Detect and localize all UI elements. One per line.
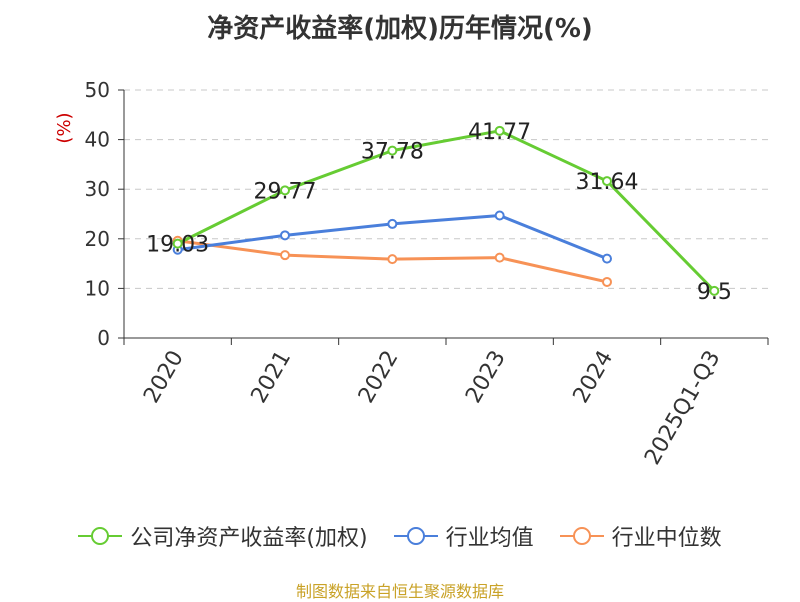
data-point-industry-avg [387,218,398,229]
data-point-industry-avg [494,210,505,221]
data-point-industry-avg [280,230,290,241]
legend-item-company[interactable]: 公司净资产收益率(加权) [78,520,368,552]
y-tick-label: 20 [85,227,110,251]
legend-marker-industry-avg [393,527,438,545]
x-tick-label: 2021 [247,347,297,408]
data-point-industry-median [494,252,505,263]
legend-item-industry-median[interactable]: 行业中位数 [559,520,722,552]
legend: 公司净资产收益率(加权) 行业均值 行业中位数 [0,520,800,552]
y-tick-label: 10 [85,276,110,300]
source-note: 制图数据来自恒生聚源数据库 [295,582,504,601]
data-point-industry-median [387,254,398,265]
data-point-company [494,125,505,136]
data-label: 31.64 [576,170,639,195]
data-label: 29.77 [254,179,317,204]
data-label: 37.78 [361,140,424,165]
chart-title: 净资产收益率(加权)历年情况(%) [207,14,593,44]
data-label: 41.77 [468,120,531,145]
data-point-company [172,238,183,249]
x-tick-label: 2024 [569,347,619,408]
y-tick-label: 50 [85,78,110,102]
data-point-company [387,145,398,156]
y-tick-label: 40 [85,128,110,152]
legend-label-industry-avg: 行业均值 [445,526,534,551]
legend-marker-industry-median [559,527,604,545]
data-point-company [280,185,290,196]
y-tick-label: 30 [85,177,110,201]
legend-label-industry-median: 行业中位数 [611,526,722,551]
x-tick-label: 2025Q1-Q3 [640,347,725,470]
x-tick-label: 2020 [139,347,189,408]
x-tick-label: 2022 [354,347,404,408]
data-point-industry-avg [602,253,612,264]
y-axis-label: (%) [54,112,75,143]
legend-marker-company [78,527,123,545]
data-label: 19.03 [146,233,209,258]
x-tick-label: 2023 [461,347,511,408]
data-point-company [602,176,612,187]
legend-label-company: 公司净资产收益率(加权) [130,526,368,551]
legend-item-industry-avg[interactable]: 行业均值 [393,520,534,552]
series-line-company [176,129,716,292]
y-tick-label: 0 [97,326,110,350]
data-point-company [709,285,720,296]
data-point-industry-median [602,276,612,287]
data-label: 9.5 [697,280,732,305]
data-point-industry-median [280,250,290,261]
